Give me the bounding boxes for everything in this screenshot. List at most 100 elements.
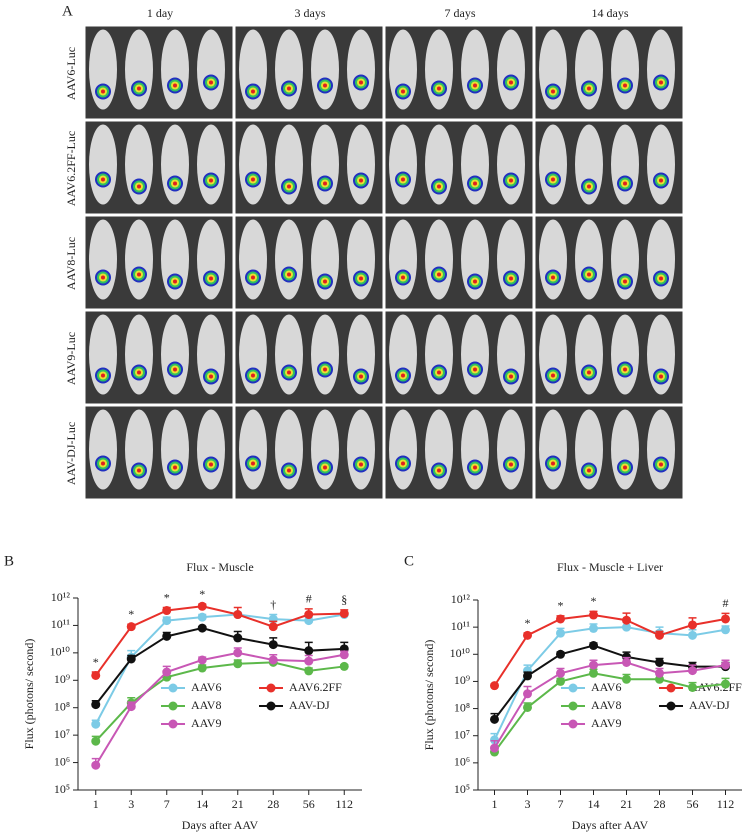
signal: [251, 275, 255, 280]
point: [304, 610, 314, 620]
mouse: [611, 29, 639, 110]
signal: [251, 373, 255, 378]
signal: [173, 279, 177, 284]
mouse: [239, 409, 267, 490]
signal: [623, 367, 627, 372]
annotation: *: [93, 655, 99, 669]
point: [490, 735, 499, 745]
point: [162, 631, 172, 641]
legend-label: AAV6: [591, 680, 621, 694]
signal: [623, 83, 627, 88]
row-label: AAV-DJ-Luc: [64, 422, 78, 485]
point: [126, 622, 136, 632]
signal: [359, 462, 363, 467]
signal: [473, 279, 477, 284]
signal: [251, 461, 255, 466]
legend-swatch: [168, 683, 178, 693]
mouse: [461, 124, 489, 205]
legend-label: AAV6.2FF: [289, 680, 342, 694]
mouse: [239, 124, 267, 205]
signal: [551, 373, 555, 378]
point: [622, 674, 631, 684]
signal: [101, 373, 105, 378]
mouse: [647, 29, 675, 110]
point: [233, 648, 243, 658]
mouse: [311, 409, 339, 490]
signal: [251, 177, 255, 182]
mouse: [125, 314, 153, 395]
legend-label: AAV-DJ: [689, 698, 730, 712]
x-tick-label: 7: [558, 797, 564, 811]
signal: [137, 272, 141, 277]
signal: [137, 468, 141, 473]
mouse: [575, 314, 603, 395]
point: [589, 641, 598, 651]
annotation: *: [558, 599, 564, 613]
y-tick-label: 10⁶: [54, 754, 70, 768]
y-tick-label: 10¹¹: [51, 617, 71, 631]
point: [490, 743, 499, 753]
mouse: [389, 219, 417, 300]
point: [304, 656, 314, 666]
signal: [323, 83, 327, 88]
point: [589, 668, 598, 678]
signal: [473, 181, 477, 186]
point: [688, 666, 697, 676]
series-line: [95, 661, 345, 742]
signal: [323, 279, 327, 284]
signal: [287, 468, 291, 473]
mouse: [611, 124, 639, 205]
x-tick-label: 7: [164, 797, 170, 811]
x-tick-label: 112: [717, 797, 735, 811]
mouse: [497, 409, 525, 490]
point: [589, 660, 598, 670]
mouse: [539, 124, 567, 205]
point: [556, 676, 565, 686]
signal: [287, 370, 291, 375]
mouse: [89, 124, 117, 205]
y-tick-label: 10⁶: [454, 755, 470, 769]
mouse: [347, 409, 375, 490]
signal: [473, 83, 477, 88]
x-tick-label: 28: [267, 797, 279, 811]
row-label: AAV6.2FF-Luc: [64, 131, 78, 206]
mouse: [461, 409, 489, 490]
legend-swatch: [168, 701, 178, 711]
point: [233, 659, 243, 669]
point: [233, 633, 243, 643]
row-label: AAV6-Luc: [64, 47, 78, 100]
signal: [437, 184, 441, 189]
x-tick-label: 21: [621, 797, 633, 811]
mouse: [611, 314, 639, 395]
mouse: [311, 29, 339, 110]
y-tick-label: 10⁵: [454, 782, 470, 796]
mouse: [125, 219, 153, 300]
mouse: [461, 29, 489, 110]
point: [589, 610, 598, 620]
point: [91, 736, 101, 746]
point: [490, 714, 499, 724]
signal: [623, 279, 627, 284]
x-tick-label: 3: [128, 797, 134, 811]
point: [688, 620, 697, 630]
mouse: [311, 314, 339, 395]
point: [197, 601, 207, 611]
signal: [437, 272, 441, 277]
point: [304, 646, 314, 656]
point: [523, 689, 532, 699]
annotation: †: [270, 597, 276, 611]
y-tick-label: 10¹²: [451, 592, 471, 606]
point: [589, 623, 598, 633]
point: [655, 668, 664, 678]
mouse: [161, 314, 189, 395]
signal: [101, 275, 105, 280]
panel-label: A: [62, 3, 73, 19]
mouse: [575, 29, 603, 110]
signal: [551, 89, 555, 94]
point: [162, 667, 172, 677]
series-line: [94, 613, 345, 725]
legend-swatch: [568, 719, 578, 729]
x-tick-label: 112: [335, 797, 353, 811]
signal: [137, 184, 141, 189]
